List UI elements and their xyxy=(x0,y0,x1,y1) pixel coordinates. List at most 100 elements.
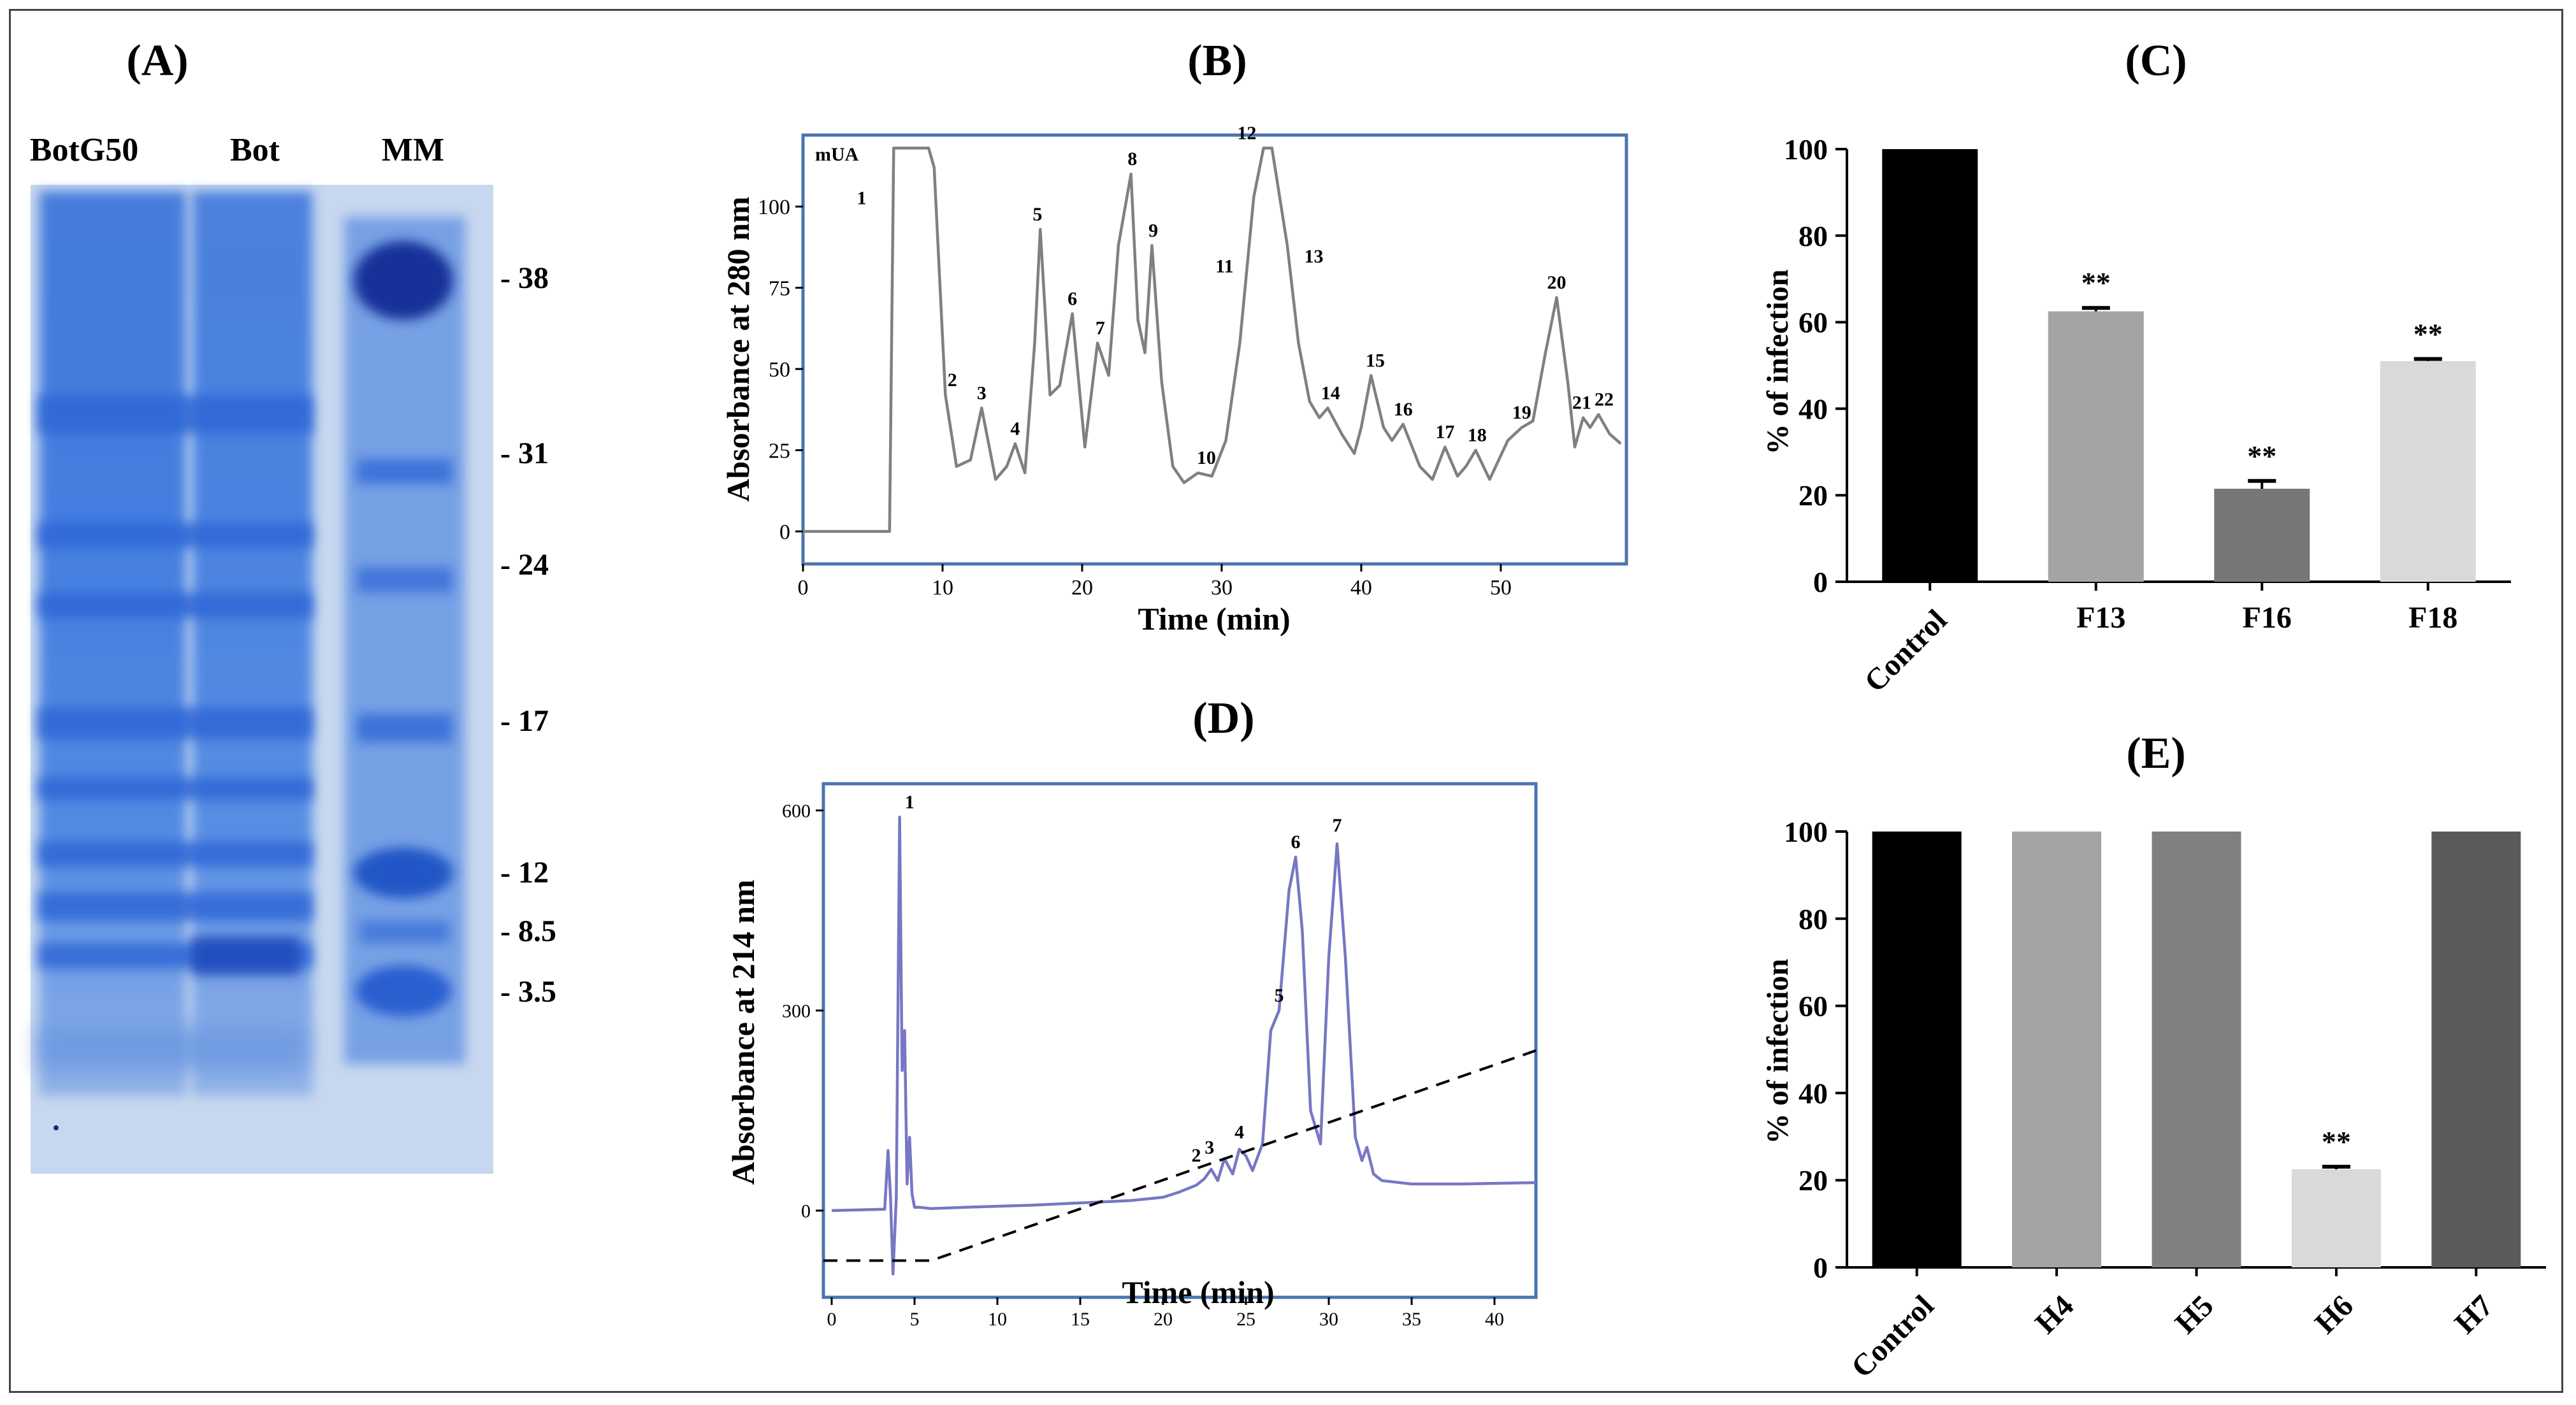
gel-bands-samples xyxy=(38,395,312,969)
chart-c-bar-f16 xyxy=(2214,489,2310,582)
chart-e-y-tick-label: 60 xyxy=(1798,990,1828,1023)
panel-e: (E) % of infection 0 20 40 60 80 100 Control H4… xyxy=(1761,729,2546,1385)
chart-d-peak-label: 4 xyxy=(1234,1121,1244,1142)
chart-e-bar-h5 xyxy=(2152,832,2241,1267)
chart-b-peak-label: 9 xyxy=(1148,220,1158,241)
chart-e-category-label: H7 xyxy=(2448,1289,2500,1341)
chart-d-x-tick-label: 25 xyxy=(1236,1309,1255,1330)
chart-b-peak-label: 11 xyxy=(1215,256,1233,277)
marker-band-12 xyxy=(354,847,453,898)
chart-e-y-tick-label: 100 xyxy=(1784,816,1828,848)
chart-d-ylabel: Absorbance at 214 nm xyxy=(725,879,761,1185)
gel-band xyxy=(38,707,312,739)
chart-d-x-tick-label: 30 xyxy=(1319,1309,1338,1330)
panel-d: (D) Time (min) Absorbance at 214 nm 0 5 10… xyxy=(725,694,1538,1330)
chart-c-bar-control xyxy=(1882,149,1978,582)
chart-c-significance: ** xyxy=(2247,440,2276,472)
chart-c-y-tick-label: 0 xyxy=(1813,566,1828,598)
chart-b-peak-label: 18 xyxy=(1468,425,1487,446)
chart-c-significance: ** xyxy=(2413,317,2443,350)
marker-label-24: - 24 xyxy=(500,548,549,582)
marker-band-17 xyxy=(357,714,452,742)
chart-c-bar-f18 xyxy=(2380,361,2476,582)
chart-e-bar-control xyxy=(1872,832,1962,1267)
chart-c-bar-f13 xyxy=(2048,311,2144,582)
chart-d-x-tick-label: 40 xyxy=(1485,1309,1504,1330)
chart-b-x-tick-label: 40 xyxy=(1350,576,1372,600)
chart-b-peak-label: 19 xyxy=(1512,402,1531,423)
chart-b-peak-label: 17 xyxy=(1435,421,1454,442)
chart-b-ylabel: Absorbance at 280 nm xyxy=(720,196,756,501)
chart-e-category-label: Control xyxy=(1845,1289,1941,1385)
chart-b-y-tick-label: 75 xyxy=(769,277,790,301)
chart-b-peak-label: 2 xyxy=(948,370,957,391)
chart-b-peak-label: 10 xyxy=(1197,447,1216,468)
gel-bands-marker xyxy=(354,241,453,1016)
chart-e-ylabel: % of infection xyxy=(1761,959,1795,1144)
chart-c-y-tick-label: 80 xyxy=(1798,220,1828,252)
chart-b-peak-label: 8 xyxy=(1127,148,1137,169)
marker-label-12: - 12 xyxy=(500,856,549,890)
chart-c-y-tick-label: 60 xyxy=(1798,306,1828,339)
gel-band-bot-low xyxy=(191,937,300,975)
panel-a-label: (A) xyxy=(126,36,188,85)
chart-e-y-tick-label: 20 xyxy=(1798,1164,1828,1197)
figure-frame xyxy=(9,9,2563,1393)
chart-d-frame xyxy=(821,782,1538,1299)
marker-band-8-5 xyxy=(360,921,449,943)
chart-e-category-label: H4 xyxy=(2029,1289,2080,1341)
chart-c-category-label: F13 xyxy=(2076,601,2125,635)
chart-b-x-tick-label: 0 xyxy=(798,576,809,600)
gel-band xyxy=(38,777,312,800)
panel-c-label: (C) xyxy=(2125,36,2187,85)
chart-e-y-tick-label: 40 xyxy=(1798,1077,1828,1109)
panel-d-label: (D) xyxy=(1192,694,1254,743)
lane-label-botg50: BotG50 xyxy=(30,132,138,168)
chart-d-peak-label: 2 xyxy=(1192,1145,1201,1166)
chart-b-y-tick-label: 100 xyxy=(758,196,790,219)
chart-d-peak-label: 7 xyxy=(1333,815,1342,836)
marker-band-38 xyxy=(354,241,453,320)
chart-d-series-gradient xyxy=(823,1049,1537,1262)
chart-b-x-tick-label: 20 xyxy=(1071,576,1093,600)
chart-b-peak-label: 14 xyxy=(1321,382,1340,403)
panel-b-label: (B) xyxy=(1187,36,1247,85)
chart-c-category-label: F16 xyxy=(2243,601,2292,635)
panel-a: (A) BotG50 Bot MM xyxy=(30,36,556,1174)
chart-e-bar-h6 xyxy=(2291,1169,2381,1267)
chart-b-frame xyxy=(801,133,1628,566)
chart-b-peak-label: 1 xyxy=(857,187,866,208)
chart-e-y-tick-label: 80 xyxy=(1798,903,1828,935)
chart-c-category-label: Control xyxy=(1858,603,1953,699)
chart-b-peak-label: 3 xyxy=(977,382,987,403)
chart-b-y-tick-label: 25 xyxy=(769,439,790,463)
panel-c: (C) % of infection 0 20 40 60 80 100 Control **… xyxy=(1761,36,2511,699)
gel-band-front xyxy=(38,1026,306,1070)
chart-b-peak-label: 16 xyxy=(1394,399,1413,420)
chart-d-x-tick-label: 35 xyxy=(1402,1309,1421,1330)
marker-band-31 xyxy=(357,459,452,484)
gel-band xyxy=(38,841,312,867)
chart-b-series-trace xyxy=(803,147,1622,533)
chart-d-x-tick-label: 0 xyxy=(827,1309,837,1330)
chart-d-x-tick-label: 10 xyxy=(988,1309,1007,1330)
chart-b-x-tick-label: 50 xyxy=(1490,576,1512,600)
chart-c-category-label: F18 xyxy=(2408,601,2457,635)
chart-c-y-tick-label: 40 xyxy=(1798,393,1828,425)
chart-b-peak-label: 22 xyxy=(1595,389,1614,410)
gel-band xyxy=(38,522,312,548)
gel-band xyxy=(38,593,312,618)
marker-label-38: - 38 xyxy=(500,261,549,295)
chart-c-y-tick-label: 20 xyxy=(1798,479,1828,512)
marker-label-3-5: - 3.5 xyxy=(500,975,556,1009)
chart-d-peak-label: 3 xyxy=(1205,1137,1214,1158)
chart-d-x-tick-label: 5 xyxy=(910,1309,920,1330)
chart-d-y-tick-label: 600 xyxy=(782,800,811,821)
gel-speck xyxy=(54,1125,59,1130)
marker-band-24 xyxy=(357,567,452,593)
chart-b-x-tick-label: 30 xyxy=(1211,576,1233,600)
chart-b-peak-label: 21 xyxy=(1572,393,1591,414)
chart-e-category-label: H6 xyxy=(2308,1289,2360,1341)
chart-b-peak-label: 6 xyxy=(1067,288,1077,309)
chart-b-y-tick-label: 0 xyxy=(779,521,790,544)
